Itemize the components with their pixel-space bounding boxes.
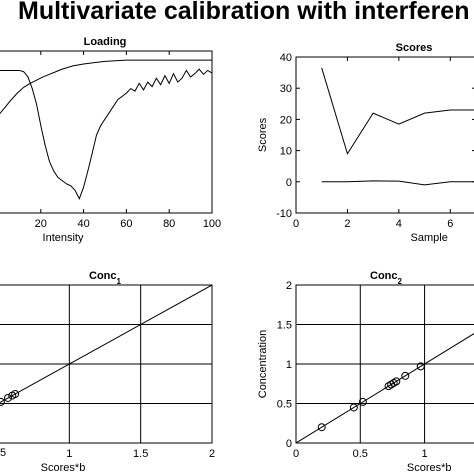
series-line-1 [0,59,212,115]
x-tick-label-partial: 5 [0,447,6,459]
x-tick-label: 0.5 [353,448,368,460]
panel-title-subscript: 1 [117,277,122,286]
page-title: Multivariate calibration with interferen [0,0,474,28]
y-tick-label: -10 [276,208,292,220]
panel-title: Conc2 [370,270,403,286]
panel-title: Scores [396,42,433,54]
x-axis-label: Scores*b [407,462,452,474]
y-tick-label: 1 [286,359,292,371]
panel-title-subscript: 2 [398,277,403,286]
x-axis-label: Sample [411,232,448,244]
x-tick-label: 20 [35,218,47,230]
x-axis-label: Scores*b [41,462,86,474]
x-tick-label: 0 [293,448,299,460]
y-tick-label: 10 [280,146,292,158]
series-line-1 [321,67,474,155]
y-tick-label: 30 [280,83,292,95]
data-point [0,397,5,406]
axes-frame [0,50,213,214]
panel-conc1: 1 1.5 2 Conc1 Scores*b [0,270,215,474]
page-title-text: Multivariate calibration with interferen [18,0,470,25]
x-tick-label: 4 [396,218,402,230]
data-point [358,397,367,406]
x-tick-label: 100 [203,218,221,230]
y-tick-label: 0 [286,177,292,189]
y-axis-label: Concentration [257,330,269,399]
x-tick-label: 60 [120,218,132,230]
y-tick-label: 1.5 [277,320,292,332]
data-point [392,377,401,386]
x-tick-label: 1 [422,448,428,460]
x-tick-label: 2 [209,448,215,460]
x-tick-label: 0 [293,218,299,230]
y-axis-label: Scores [257,117,269,152]
axes-frame [295,284,474,444]
plot-area [321,67,474,186]
data-point [401,371,410,380]
fit-line [0,285,212,403]
panel-title: Conc1 [89,270,122,286]
y-tick-label: 0 [286,438,292,450]
axes-frame [0,284,213,444]
plot-area [296,333,474,443]
plot-area [0,285,212,406]
x-tick-label: 2 [344,218,350,230]
panel-title: Loading [84,36,127,48]
x-axis-label: Intensity [43,232,84,244]
y-tick-label: 2 [286,280,292,292]
data-point [349,403,358,412]
y-tick-label: 40 [280,52,292,64]
series-line-2 [0,68,212,200]
data-point [317,423,326,432]
plot-area [0,59,212,200]
x-tick-label: 40 [77,218,89,230]
data-point [416,362,425,371]
x-tick-label: 1.5 [133,448,148,460]
x-tick-label: 1 [66,448,72,460]
data-point [3,393,12,402]
x-tick-label: 6 [447,218,453,230]
y-tick-label: 20 [280,114,292,126]
data-point [11,390,20,399]
fit-line [296,333,474,443]
y-tick-label: 0.5 [277,399,292,411]
x-tick-label: 80 [163,218,175,230]
series-line-2 [321,180,474,186]
panel-loading: 20 40 60 80 100 Loading Intensity [0,36,221,244]
axes-frame [295,56,474,214]
